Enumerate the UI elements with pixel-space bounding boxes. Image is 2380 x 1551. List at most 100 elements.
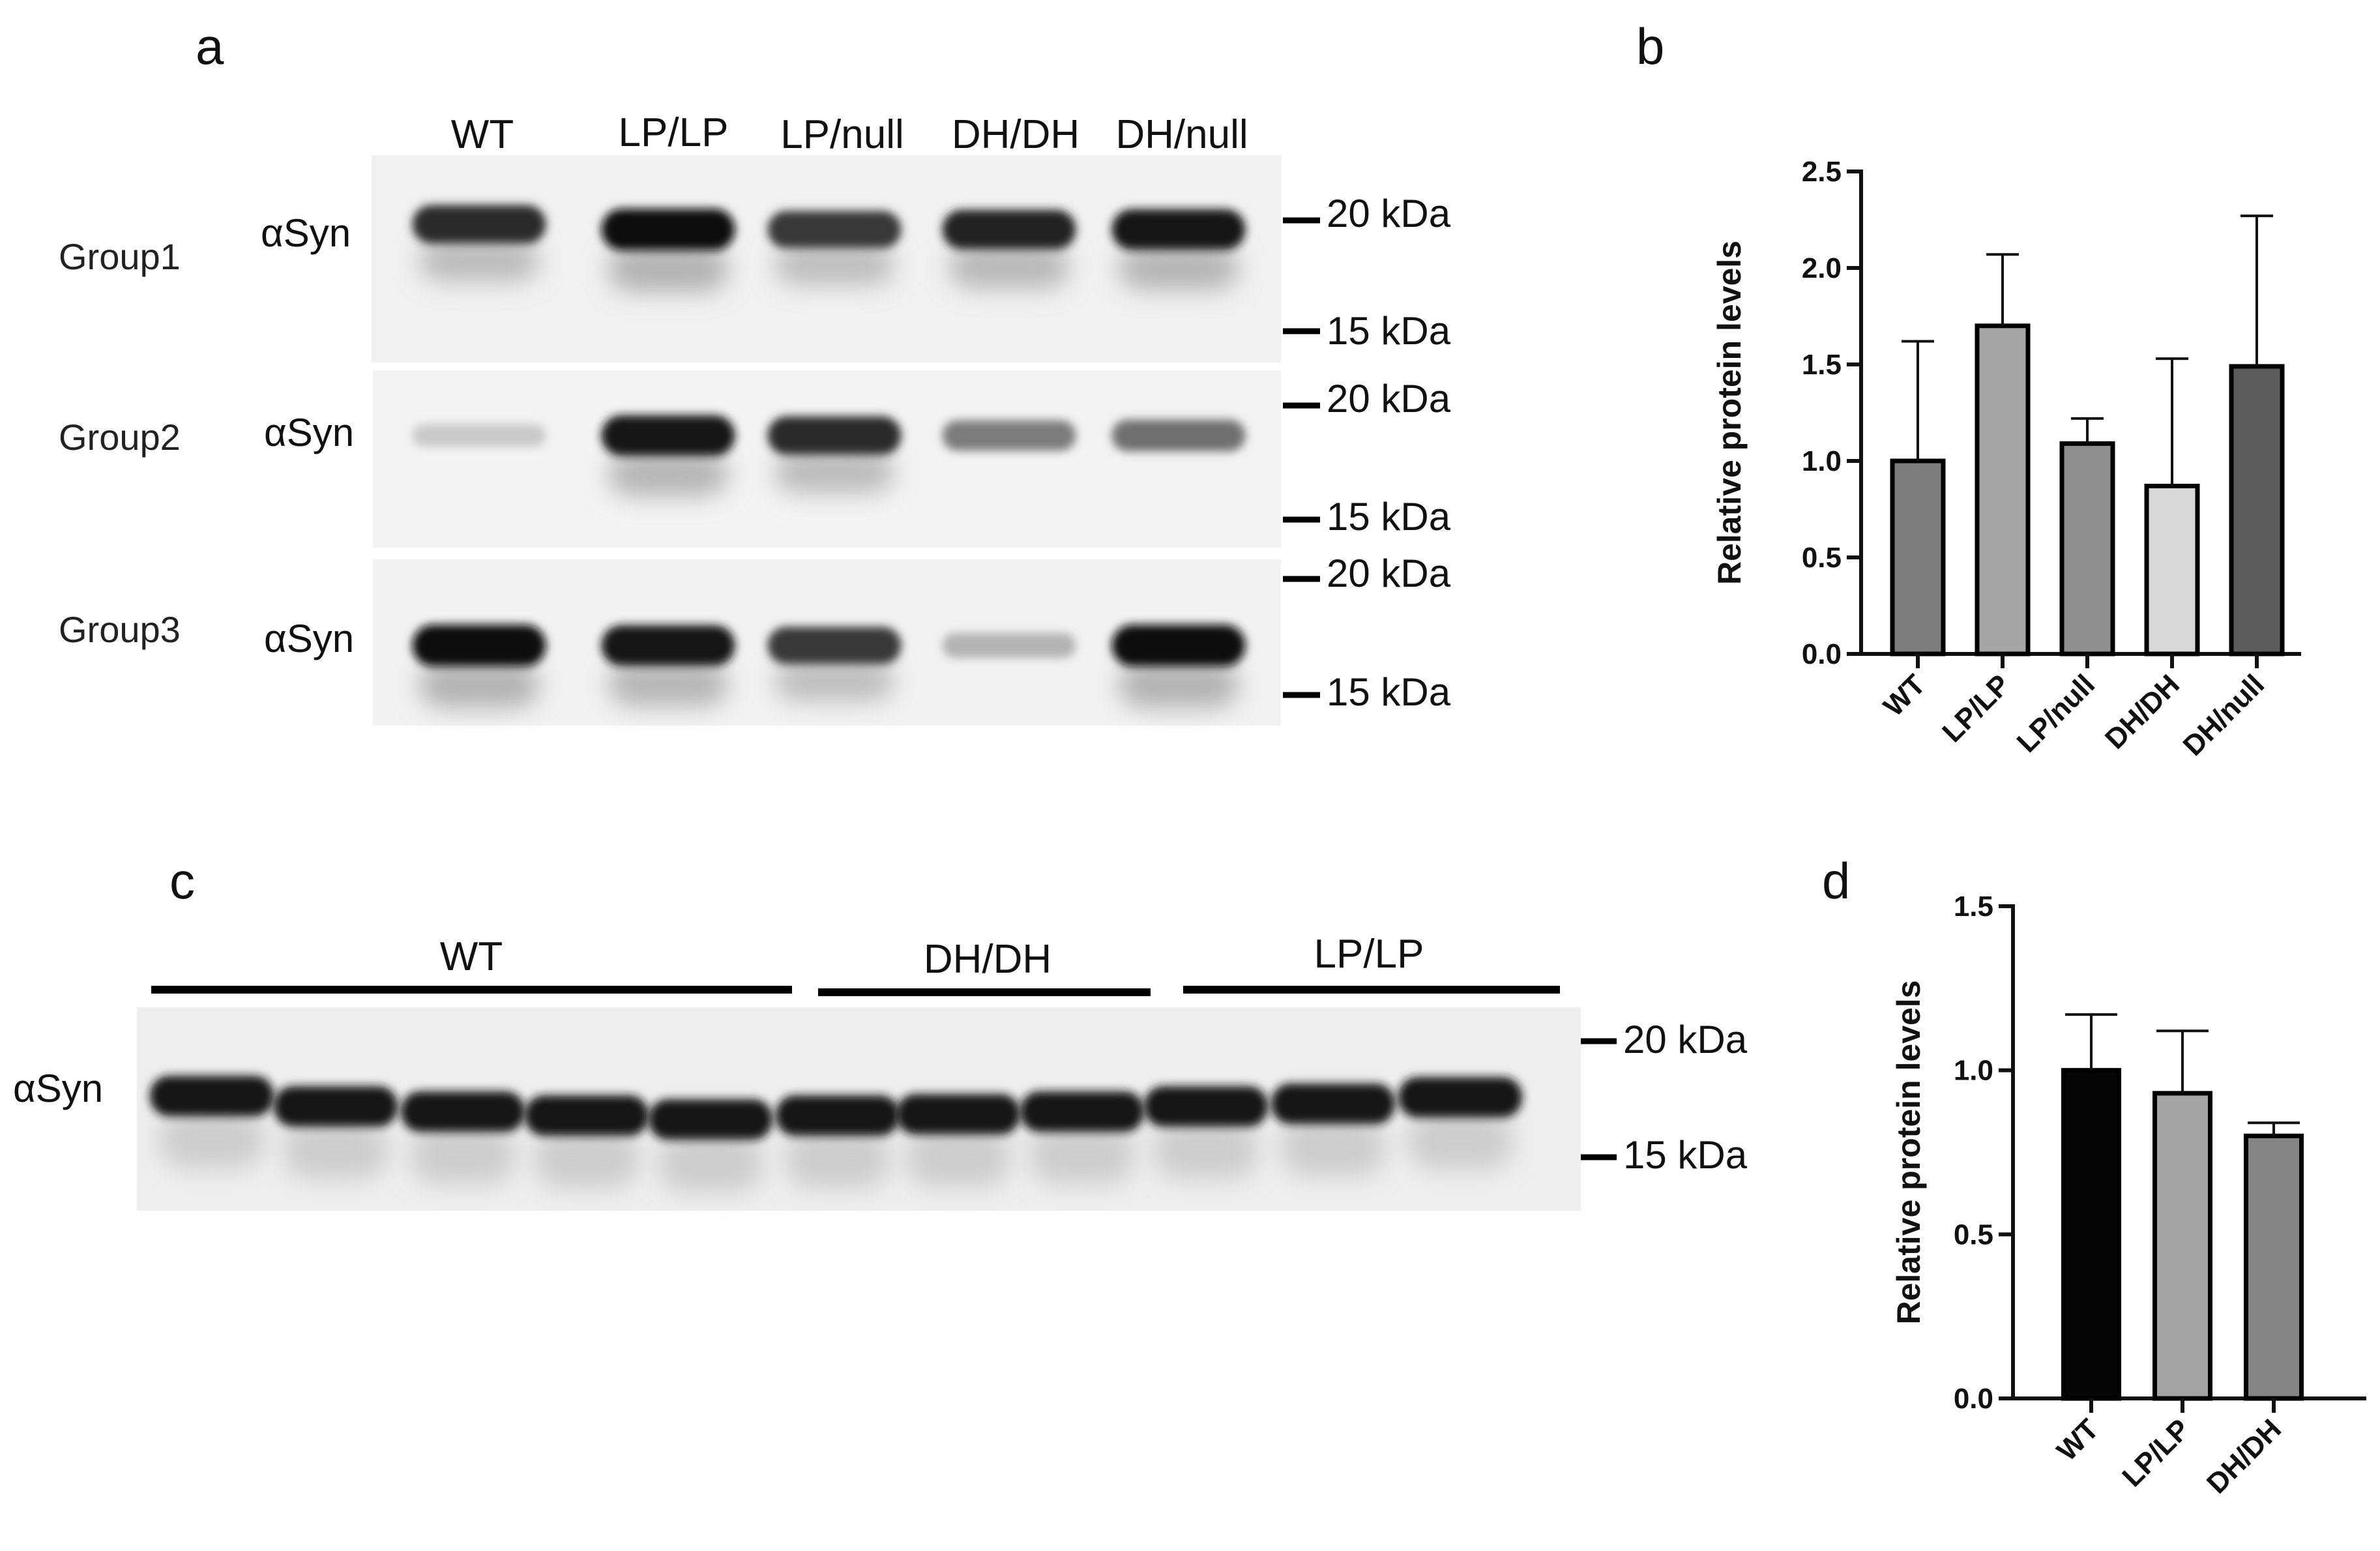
x-tick-label: LP/LP xyxy=(1936,668,2016,748)
western-blot-band xyxy=(1020,1091,1144,1132)
band-smear xyxy=(658,1133,763,1192)
y-axis-title: Relative protein levels xyxy=(1711,241,1748,585)
x-tick-label: WT xyxy=(2051,1413,2105,1467)
western-blot-band xyxy=(274,1086,398,1127)
band-smear xyxy=(786,1129,890,1188)
panel-letter-a: a xyxy=(196,18,224,75)
band-smear xyxy=(774,660,895,702)
bar-lp-lp xyxy=(2152,1091,2212,1401)
x-tick-label: DH/null xyxy=(2177,668,2271,762)
bar-wt xyxy=(1890,458,1946,657)
band-smear xyxy=(906,1128,1010,1187)
panel-a: a WT LP/LP LP/null DH/DH DH/null Group1 … xyxy=(59,18,1451,726)
band-lane-group xyxy=(412,415,1246,497)
panel-letter-b: b xyxy=(1636,18,1664,75)
western-blot-band xyxy=(896,1094,1020,1134)
marker-label-20kda: 20 kDa xyxy=(1327,192,1451,235)
y-tick-label: 1.5 xyxy=(1802,349,1842,381)
western-blot-band xyxy=(601,209,735,250)
band-lane-group xyxy=(412,625,1246,708)
y-tick-label: 2.5 xyxy=(1802,156,1842,188)
western-blot-band xyxy=(1144,1086,1268,1127)
bar-lp-null xyxy=(2059,441,2115,657)
western-blot-band xyxy=(767,627,902,664)
antibody-label-panel-c: αSyn xyxy=(13,1067,103,1110)
y-tick-label: 1.0 xyxy=(1954,1055,1993,1087)
band-lane-group xyxy=(412,205,1246,292)
marker-label-15kda: 15 kDa xyxy=(1327,495,1451,539)
x-tick-label: LP/null xyxy=(2011,668,2101,758)
band-smear xyxy=(1030,1125,1134,1184)
western-blot-band xyxy=(942,632,1076,658)
western-blot-band xyxy=(150,1076,274,1116)
group-label-2: Group2 xyxy=(59,417,181,458)
band-smear xyxy=(1408,1111,1512,1170)
bar-dh-null xyxy=(2229,364,2285,657)
group-label-1: Group1 xyxy=(59,236,181,277)
western-blot-band xyxy=(1111,209,1246,250)
lane-label-wt: WT xyxy=(451,112,514,157)
x-tick-label: DH/DH xyxy=(2099,668,2186,755)
western-blot-band xyxy=(601,415,735,456)
lane-label-lp-lp: LP/LP xyxy=(619,110,729,155)
panel-b: b 0.0 0.5 1.0 1.5 2.0 2.5 Relative protein lev… xyxy=(1636,18,2301,762)
band-smear xyxy=(1118,245,1239,291)
panel-d: d 0.0 0.5 1.0 1.5 Relative protein levels WT L… xyxy=(1822,852,2366,1500)
band-smear xyxy=(608,661,729,707)
x-tick-label: WT xyxy=(1877,668,1932,722)
bar-wt xyxy=(2061,1068,2121,1401)
western-blot-band xyxy=(412,205,546,244)
western-blot-band xyxy=(412,625,546,666)
blot-group3: Group3 αSyn 20 kDa 15 kDa xyxy=(59,552,1451,726)
marker-label-15kda: 15 kDa xyxy=(1327,309,1451,353)
band-smear xyxy=(160,1110,264,1168)
lane-label-dh-dh: DH/DH xyxy=(952,112,1080,157)
band-smear xyxy=(608,246,729,292)
band-smear xyxy=(535,1129,639,1188)
group-label-3: Group3 xyxy=(59,609,181,650)
marker-label-20kda: 20 kDa xyxy=(1623,1018,1748,1061)
blot-group1: Group1 αSyn 20 kDa 15 kDa xyxy=(59,155,1451,362)
band-lane-group xyxy=(150,1076,1522,1192)
western-blot-band xyxy=(942,209,1076,250)
band-smear xyxy=(284,1120,388,1179)
band-smear xyxy=(1154,1120,1258,1179)
lane-label-lp-null: LP/null xyxy=(780,112,904,157)
panel-c: c WT DH/DH LP/LP αSyn 20 kDa 15 kDa xyxy=(13,852,1748,1211)
western-blot-band xyxy=(1111,419,1246,452)
lane-group-label-wt: WT xyxy=(440,934,503,979)
western-blot-band xyxy=(776,1095,900,1136)
band-smear xyxy=(411,1125,515,1184)
band-smear xyxy=(419,239,540,282)
western-blot-band xyxy=(601,625,735,666)
y-axis-title: Relative protein levels xyxy=(1890,980,1927,1324)
bar-lp-lp xyxy=(1975,323,2031,657)
western-blot-band xyxy=(767,211,902,248)
lane-group-label-dh-dh: DH/DH xyxy=(924,937,1051,982)
marker-label-15kda: 15 kDa xyxy=(1623,1133,1748,1177)
western-blot-band xyxy=(1398,1077,1522,1117)
y-tick-label: 1.5 xyxy=(1954,891,1993,923)
bar-dh-dh xyxy=(2244,1133,2304,1401)
band-smear xyxy=(774,244,895,286)
marker-label-15kda: 15 kDa xyxy=(1327,670,1451,714)
marker-label-20kda: 20 kDa xyxy=(1327,377,1451,421)
antibody-label-group2: αSyn xyxy=(264,411,354,454)
y-tick-label: 2.0 xyxy=(1802,252,1842,284)
bar-chart-b: 0.0 0.5 1.0 1.5 2.0 2.5 Relative protein level… xyxy=(1711,156,2301,762)
marker-label-20kda: 20 kDa xyxy=(1327,552,1451,595)
band-smear xyxy=(419,662,540,708)
antibody-label-group1: αSyn xyxy=(261,211,351,255)
lane-label-dh-null: DH/null xyxy=(1115,112,1248,157)
western-blot-band xyxy=(942,420,1076,451)
blot-group2: Group2 αSyn 20 kDa 15 kDa xyxy=(59,370,1451,548)
western-blot-band xyxy=(401,1091,525,1132)
y-tick-label: 0.0 xyxy=(1954,1383,1993,1415)
bar-chart-d: 0.0 0.5 1.0 1.5 Relative protein levels WT LP/… xyxy=(1890,891,2366,1500)
western-blot-band xyxy=(649,1099,772,1140)
western-blot-band xyxy=(525,1095,649,1136)
y-tick-label: 0.0 xyxy=(1802,638,1842,670)
band-smear xyxy=(948,245,1070,289)
western-blot-band xyxy=(412,424,546,447)
